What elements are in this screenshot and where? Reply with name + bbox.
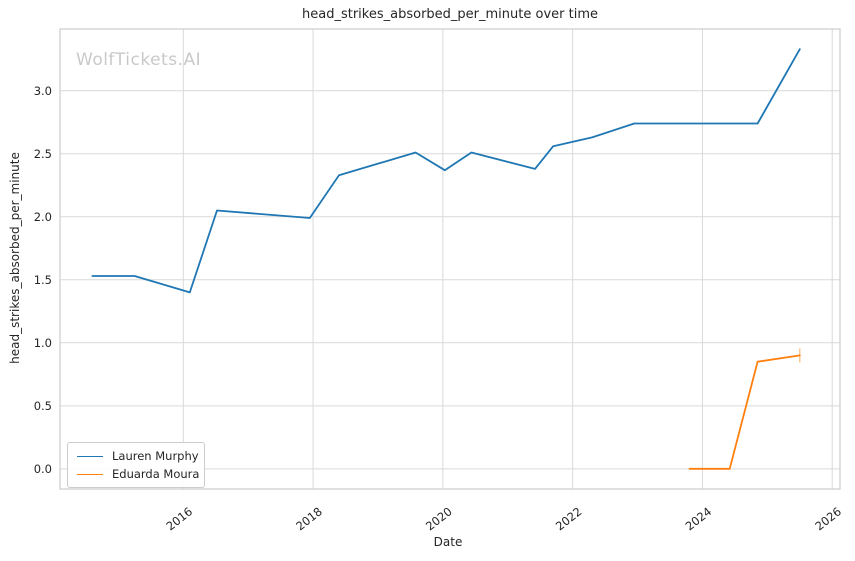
legend-line-swatch — [77, 455, 103, 457]
x-tick-labels: 2016 2018 2020 2022 2024 2026 — [163, 504, 844, 533]
legend-item-lauren-murphy: Lauren Murphy — [77, 449, 199, 463]
gridlines — [60, 29, 840, 489]
series-line-lauren-murphy — [91, 48, 801, 294]
y-tick-label: 2.5 — [34, 147, 52, 161]
y-tick-label: 3.0 — [34, 84, 52, 98]
x-tick-label: 2018 — [293, 504, 325, 533]
y-tick-label: 2.0 — [34, 210, 52, 224]
legend: Lauren Murphy Eduarda Moura — [67, 442, 205, 488]
watermark: WolfTickets.AI — [76, 50, 202, 70]
y-tick-label: 0.0 — [34, 462, 52, 476]
legend-line-swatch — [77, 473, 103, 475]
legend-item-eduarda-moura: Eduarda Moura — [77, 467, 199, 481]
legend-label: Lauren Murphy — [112, 449, 199, 463]
y-axis-label: head_strikes_absorbed_per_minute — [8, 152, 22, 364]
x-tick-label: 2016 — [163, 504, 195, 533]
series-line-eduarda-moura — [688, 354, 801, 470]
y-tick-label: 1.5 — [34, 273, 52, 287]
y-tick-labels: 0.0 0.5 1.0 1.5 2.0 2.5 3.0 — [34, 84, 52, 476]
x-tick-label: 2022 — [553, 504, 585, 533]
legend-label: Eduarda Moura — [112, 467, 200, 481]
y-tick-label: 0.5 — [34, 399, 52, 413]
y-tick-label: 1.0 — [34, 336, 52, 350]
x-axis-label: Date — [433, 535, 463, 549]
axes-spines — [59, 28, 841, 490]
chart-title: head_strikes_absorbed_per_minute over ti… — [302, 7, 598, 22]
x-tick-label: 2020 — [423, 504, 455, 533]
x-tick-label: 2026 — [812, 504, 844, 533]
x-tick-label: 2024 — [683, 504, 715, 533]
